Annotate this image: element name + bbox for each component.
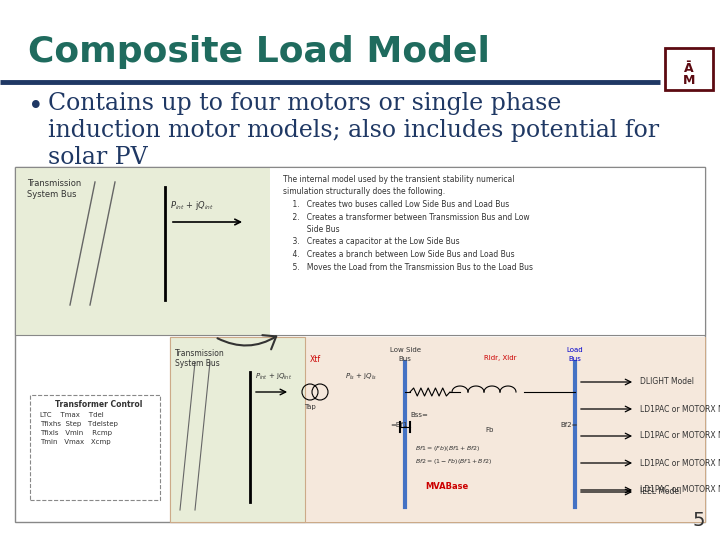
- Text: Bus: Bus: [569, 356, 582, 362]
- Text: Contains up to four motors or single phase: Contains up to four motors or single pha…: [48, 92, 562, 115]
- Bar: [15, 167, 705, 335]
- Text: LD1PAC or MOTORX Model A: LD1PAC or MOTORX Model A: [640, 404, 720, 414]
- Bar: [15, 167, 270, 335]
- Text: Fb: Fb: [486, 427, 494, 433]
- Text: LD1PAC or MOTORX Model D: LD1PAC or MOTORX Model D: [640, 485, 720, 495]
- Text: =Bf1: =Bf1: [390, 422, 408, 428]
- Text: solar PV: solar PV: [48, 146, 148, 169]
- Text: $P_{int}$ + j$Q_{int}$: $P_{int}$ + j$Q_{int}$: [255, 372, 292, 382]
- Text: DLIGHT Model: DLIGHT Model: [640, 377, 694, 387]
- Text: •: •: [28, 94, 44, 120]
- Text: Bss=: Bss=: [410, 412, 428, 418]
- Bar: [30, 395, 160, 500]
- Text: The internal model used by the transient stability numerical
simulation structur: The internal model used by the transient…: [283, 175, 533, 272]
- Text: LD1PAC or MOTORX Model C: LD1PAC or MOTORX Model C: [640, 458, 720, 468]
- Bar: [665, 48, 713, 90]
- Text: M: M: [683, 73, 696, 86]
- Bar: [305, 337, 705, 522]
- Text: IEEL Model: IEEL Model: [640, 488, 681, 496]
- Text: $P_{int}$ + j$Q_{int}$: $P_{int}$ + j$Q_{int}$: [170, 199, 214, 212]
- Text: $Bf1 = ( Fb )(Bf1+Bf2)$: $Bf1 = ( Fb )(Bf1+Bf2)$: [415, 444, 480, 453]
- Text: Transmission: Transmission: [175, 349, 225, 358]
- Text: $P_{ls}$ + j$Q_{ls}$: $P_{ls}$ + j$Q_{ls}$: [345, 372, 377, 382]
- Bar: [15, 167, 705, 522]
- Text: LTC    Tmax    Tdel
Tfixhs  Step   Tdelstep
Tfixls   Vmin    Rcmp
Tmin   Vmax   : LTC Tmax Tdel Tfixhs Step Tdelstep Tfixl…: [40, 412, 118, 445]
- Text: Tap: Tap: [304, 404, 316, 410]
- FancyArrowPatch shape: [217, 335, 276, 349]
- Text: System Bus: System Bus: [175, 359, 220, 368]
- Text: Transmission: Transmission: [27, 179, 81, 188]
- Text: MVABase: MVABase: [425, 482, 468, 491]
- Bar: [170, 337, 305, 522]
- Text: Transformer Control: Transformer Control: [55, 400, 143, 409]
- Text: Xtf: Xtf: [310, 355, 320, 364]
- Bar: [170, 337, 705, 522]
- Bar: [170, 337, 305, 522]
- Text: induction motor models; also includes potential for: induction motor models; also includes po…: [48, 119, 659, 142]
- Text: 5: 5: [693, 511, 705, 530]
- Text: Load: Load: [567, 347, 583, 353]
- Text: $Bf2 = (1-Fb)(Bf1+Bf2)$: $Bf2 = (1-Fb)(Bf1+Bf2)$: [415, 457, 492, 466]
- Text: Bf2=: Bf2=: [560, 422, 577, 428]
- Text: Low Side: Low Side: [390, 347, 420, 353]
- Text: Composite Load Model: Composite Load Model: [28, 35, 490, 69]
- Text: LD1PAC or MOTORX Model B: LD1PAC or MOTORX Model B: [640, 431, 720, 441]
- Text: Ā: Ā: [684, 62, 694, 75]
- Bar: [270, 167, 705, 335]
- Text: Rldr, Xldr: Rldr, Xldr: [484, 355, 516, 361]
- Text: System Bus: System Bus: [27, 190, 76, 199]
- Text: Bus: Bus: [399, 356, 411, 362]
